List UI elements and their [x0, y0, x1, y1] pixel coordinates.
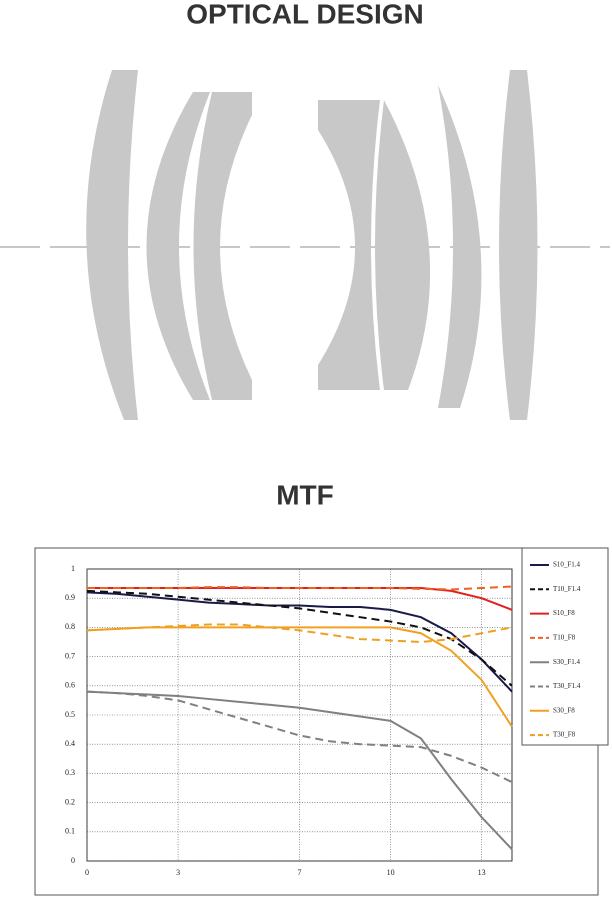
y-tick-label: 0 [71, 856, 75, 865]
lens [375, 100, 431, 390]
x-tick-label: 10 [387, 868, 395, 877]
legend-label: S10_F8 [553, 609, 575, 617]
legend-label: T30_F8 [553, 731, 576, 739]
lens [438, 85, 482, 408]
y-tick-label: 0.7 [65, 651, 75, 660]
y-tick-label: 0.2 [65, 797, 75, 806]
x-tick-label: 7 [298, 868, 302, 877]
y-tick-label: 0.6 [65, 681, 75, 690]
legend-box [521, 547, 609, 746]
y-tick-label: 0.1 [65, 827, 75, 836]
y-tick-label: 0.5 [65, 710, 75, 719]
y-tick-label: 0.9 [65, 593, 75, 602]
x-tick-label: 13 [478, 868, 486, 877]
lens [86, 70, 138, 420]
series-line [86, 623, 513, 644]
lens [499, 70, 538, 420]
x-tick-label: 0 [85, 868, 89, 877]
series-line [86, 690, 513, 851]
legend-label: T10_F8 [553, 634, 576, 642]
series-line [86, 690, 513, 784]
y-tick-label: 0.8 [65, 622, 75, 631]
legend-label: S10_F1.4 [553, 561, 581, 569]
chart-title: MTF [276, 479, 334, 510]
section-title: OPTICAL DESIGN [186, 0, 424, 29]
y-tick-label: 0.3 [65, 768, 75, 777]
chart-frame [34, 547, 599, 896]
series-line [87, 585, 513, 591]
y-tick-label: 1 [71, 564, 75, 573]
legend-label: S30_F8 [553, 706, 575, 714]
legend-label: T10_F1.4 [553, 585, 581, 593]
lens-diagram [0, 70, 610, 420]
lens [193, 92, 252, 400]
lens [146, 92, 210, 400]
legend-label: T30_F1.4 [553, 682, 581, 690]
lens [318, 100, 380, 390]
y-tick-label: 0.4 [65, 739, 75, 748]
series-line [86, 591, 513, 693]
series-line [86, 589, 513, 687]
x-tick-label: 3 [176, 868, 180, 877]
legend-label: S30_F1.4 [553, 658, 581, 666]
